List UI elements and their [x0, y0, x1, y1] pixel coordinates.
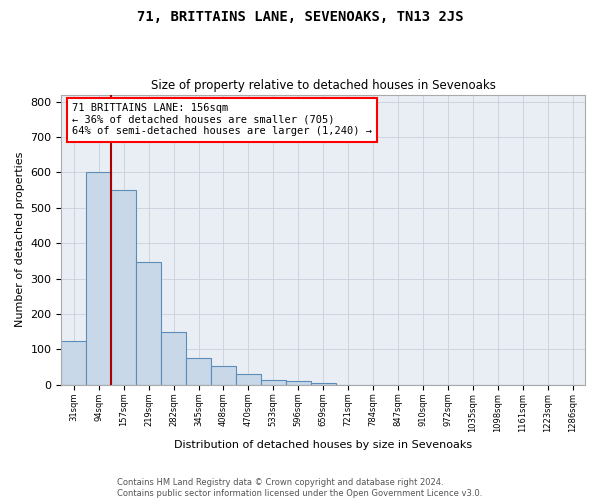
- Bar: [261, 380, 286, 385]
- Text: Contains HM Land Registry data © Crown copyright and database right 2024.
Contai: Contains HM Land Registry data © Crown c…: [118, 478, 482, 498]
- Text: 71 BRITTAINS LANE: 156sqm
← 36% of detached houses are smaller (705)
64% of semi: 71 BRITTAINS LANE: 156sqm ← 36% of detac…: [72, 104, 372, 136]
- Bar: [286, 382, 311, 385]
- Bar: [236, 374, 261, 385]
- Bar: [86, 172, 111, 385]
- Bar: [186, 358, 211, 385]
- Title: Size of property relative to detached houses in Sevenoaks: Size of property relative to detached ho…: [151, 79, 496, 92]
- Bar: [311, 383, 335, 385]
- Y-axis label: Number of detached properties: Number of detached properties: [15, 152, 25, 328]
- Bar: [136, 262, 161, 385]
- X-axis label: Distribution of detached houses by size in Sevenoaks: Distribution of detached houses by size …: [174, 440, 472, 450]
- Bar: [211, 366, 236, 385]
- Bar: [161, 332, 186, 385]
- Bar: [61, 340, 86, 385]
- Text: 71, BRITTAINS LANE, SEVENOAKS, TN13 2JS: 71, BRITTAINS LANE, SEVENOAKS, TN13 2JS: [137, 10, 463, 24]
- Bar: [111, 190, 136, 385]
